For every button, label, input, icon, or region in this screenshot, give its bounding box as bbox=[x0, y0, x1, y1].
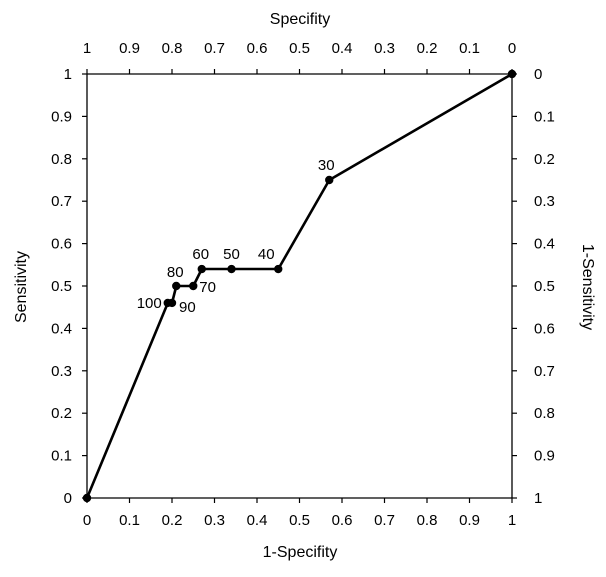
right-axis-title: 1-Sensitivity bbox=[579, 244, 596, 330]
points-layer bbox=[82, 69, 517, 503]
x-tick-label: 0.5 bbox=[289, 512, 310, 529]
point-label: 40 bbox=[258, 246, 275, 263]
roc-point bbox=[507, 69, 517, 79]
x-tick-label: 0.7 bbox=[374, 512, 395, 529]
point-label: 90 bbox=[179, 299, 196, 316]
curve-layer bbox=[85, 72, 513, 499]
top-tick-label: 0.8 bbox=[162, 40, 183, 57]
point-label: 80 bbox=[167, 264, 184, 281]
roc-point bbox=[82, 493, 92, 503]
y-tick-label: 0.3 bbox=[51, 363, 72, 380]
roc-point bbox=[189, 281, 198, 291]
point-label: 70 bbox=[199, 279, 216, 296]
roc-point bbox=[172, 281, 181, 291]
y-tick-label: 1 bbox=[64, 66, 72, 83]
point-label: 60 bbox=[192, 246, 209, 263]
x-tick-label: 0.2 bbox=[162, 512, 183, 529]
top-tick-label: 0.4 bbox=[332, 40, 353, 57]
right-tick-label: 0.7 bbox=[534, 363, 555, 380]
y-tick-label: 0.9 bbox=[51, 108, 72, 125]
top-tick-label: 1 bbox=[83, 40, 91, 57]
x-tick-label: 1 bbox=[508, 512, 516, 529]
y-tick-label: 0 bbox=[64, 490, 72, 507]
roc-point bbox=[167, 298, 177, 308]
roc-point bbox=[197, 264, 206, 274]
right-tick-label: 0.6 bbox=[534, 320, 555, 337]
top-tick-label: 0.5 bbox=[289, 40, 310, 57]
top-tick-label: 0.9 bbox=[119, 40, 140, 57]
y-tick-label: 0.1 bbox=[51, 448, 72, 465]
top-tick-label: 0.7 bbox=[204, 40, 225, 57]
axes-frame bbox=[86, 73, 513, 499]
x-tick-label: 0.3 bbox=[204, 512, 225, 529]
right-tick-label: 1 bbox=[534, 490, 542, 507]
right-tick-label: 0.8 bbox=[534, 405, 555, 422]
top-tick-label: 0.2 bbox=[417, 40, 438, 57]
top-axis-title: Specifity bbox=[270, 11, 330, 28]
right-tick-label: 0.5 bbox=[534, 278, 555, 295]
x-tick-label: 0 bbox=[83, 512, 91, 529]
y-tick-label: 0.4 bbox=[51, 320, 72, 337]
top-tick-label: 0.3 bbox=[374, 40, 395, 57]
right-tick-label: 0.3 bbox=[534, 193, 555, 210]
roc-point bbox=[274, 264, 283, 274]
y-axis-title: Sensitivity bbox=[13, 251, 30, 323]
point-label: 50 bbox=[223, 246, 240, 263]
y-tick-label: 0.5 bbox=[51, 278, 72, 295]
x-tick-label: 0.8 bbox=[417, 512, 438, 529]
roc-point bbox=[325, 175, 334, 185]
right-tick-label: 0 bbox=[534, 66, 542, 83]
right-tick-label: 0.2 bbox=[534, 151, 555, 168]
right-tick-label: 0.1 bbox=[534, 108, 555, 125]
right-tick-label: 0.4 bbox=[534, 236, 555, 253]
right-tick-label: 0.9 bbox=[534, 448, 555, 465]
point-label: 100 bbox=[137, 295, 162, 312]
y-tick-label: 0.2 bbox=[51, 405, 72, 422]
roc-point bbox=[227, 264, 236, 274]
x-tick-label: 0.4 bbox=[247, 512, 268, 529]
top-tick-label: 0 bbox=[508, 40, 516, 57]
top-tick-label: 0.6 bbox=[247, 40, 268, 57]
x-tick-label: 0.9 bbox=[459, 512, 480, 529]
top-tick-label: 0.1 bbox=[459, 40, 480, 57]
point-labels-layer: 100 90 80 70 60 50 40 30 bbox=[137, 157, 335, 316]
y-tick-label: 0.8 bbox=[51, 151, 72, 168]
ticks-layer: 0 1 0 1 0.1 0.9 0.1 0.9 0.2 0.8 0.2 0.8 0.3 0.7 0.3 0.7… bbox=[51, 40, 555, 529]
x-tick-label: 0.6 bbox=[332, 512, 353, 529]
y-tick-label: 0.7 bbox=[51, 193, 72, 210]
point-label: 30 bbox=[318, 157, 335, 174]
roc-curve-line bbox=[85, 72, 513, 499]
x-axis-title: 1-Specifity bbox=[263, 544, 338, 561]
y-tick-label: 0.6 bbox=[51, 236, 72, 253]
x-tick-label: 0.1 bbox=[119, 512, 140, 529]
